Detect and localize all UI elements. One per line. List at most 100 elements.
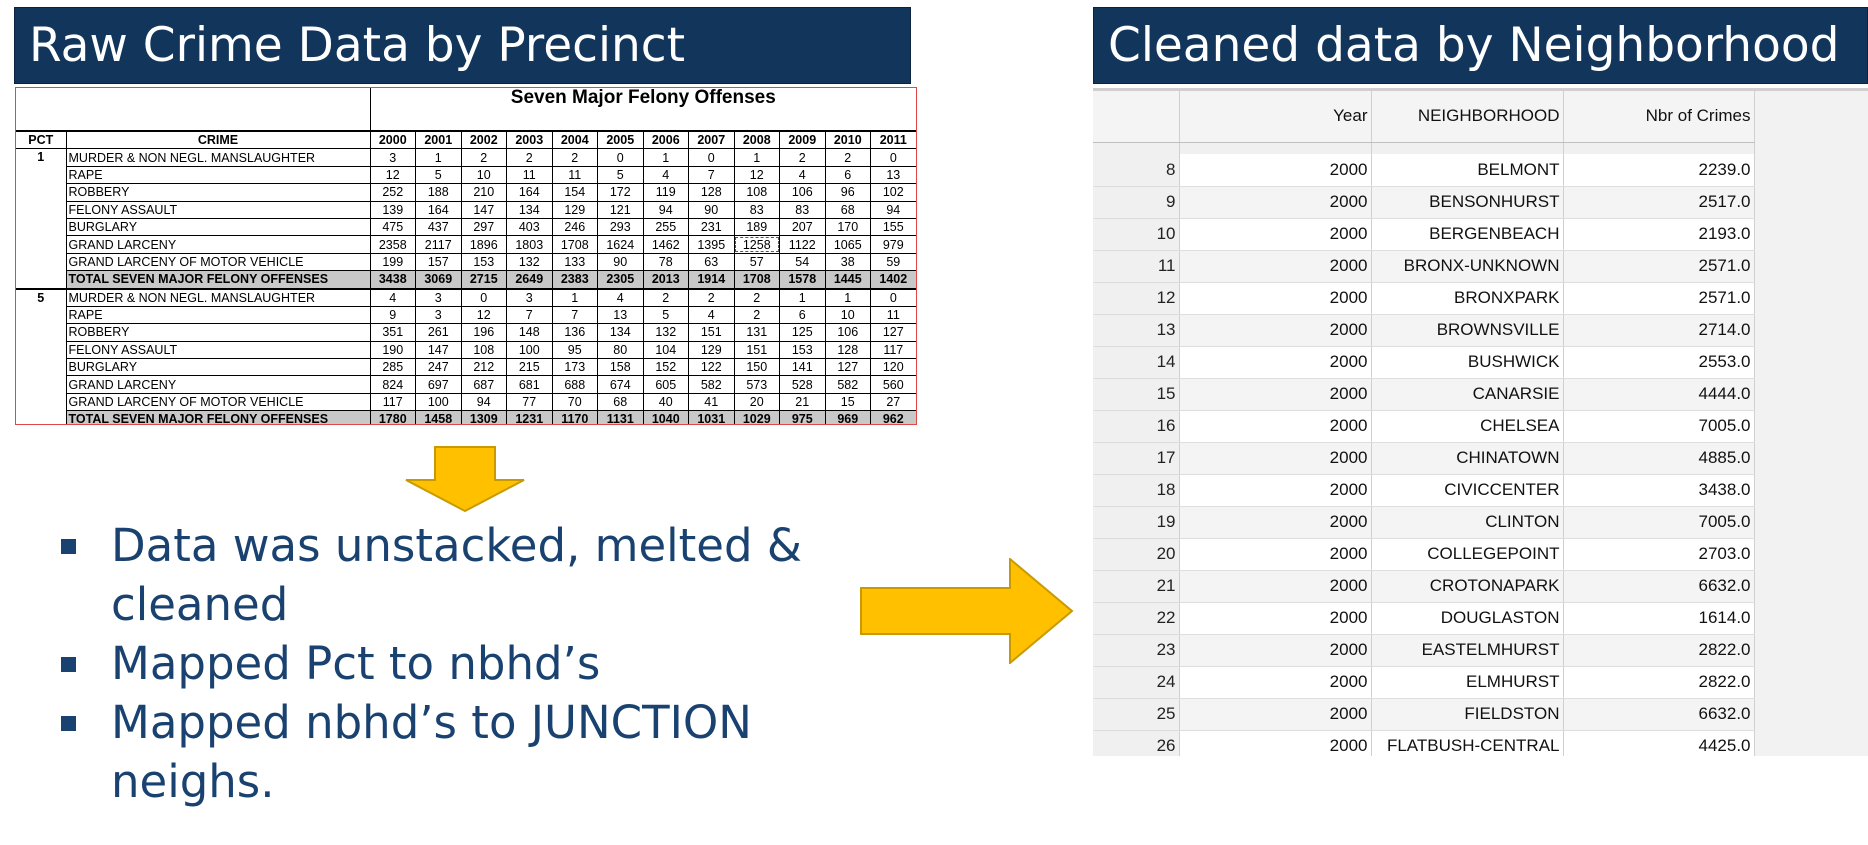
raw-title-row: Seven Major Felony Offenses bbox=[16, 88, 916, 131]
row-index-cell: 10 bbox=[1093, 218, 1180, 251]
right-title-banner: Cleaned data by Neighborhood bbox=[1093, 7, 1868, 84]
crime-count-cell: 141 bbox=[779, 358, 826, 377]
crime-count-cell: 2 bbox=[506, 148, 553, 167]
raw-data-row: BURGLARY 475 437 297 403 246 293 255 231 189 207 17… bbox=[16, 218, 916, 237]
crime-count-cell: 2 bbox=[825, 148, 871, 167]
crime-count-cell: 7005.0 bbox=[1563, 410, 1755, 443]
year-cell: 2000 bbox=[1179, 474, 1372, 507]
neighborhood-cell: BENSONHURST bbox=[1371, 186, 1564, 219]
year-cell: 2000 bbox=[1179, 410, 1372, 443]
raw-data-row: ROBBERY 351 261 196 148 136 134 132 151 131 125 106… bbox=[16, 323, 916, 342]
crime-count-cell: 11 bbox=[870, 306, 916, 325]
crime-count-cell: 1122 bbox=[779, 235, 826, 254]
crime-count-cell: 1614.0 bbox=[1563, 602, 1755, 635]
bullet-item: Mapped Pct to nbhd’s bbox=[55, 634, 845, 693]
neighborhood-cell: FIELDSTON bbox=[1371, 698, 1564, 731]
crime-count-cell: 134 bbox=[506, 201, 553, 219]
total-count-cell: 1170 bbox=[552, 410, 598, 424]
neighborhood-cell: BRONXPARK bbox=[1371, 282, 1564, 315]
cleaned-dataframe-image: Year NEIGHBORHOOD Nbr of Crimes 8 2000 BEL… bbox=[1093, 88, 1868, 756]
bullet-item: Data was unstacked, melted & cleaned bbox=[55, 516, 845, 634]
crime-count-cell: 12 bbox=[461, 306, 507, 325]
raw-crime-table: Seven Major Felony Offenses PCT CRIME 2000 2… bbox=[16, 88, 916, 424]
crime-count-cell: 68 bbox=[825, 201, 871, 219]
raw-header-cell: PCT bbox=[16, 130, 67, 150]
crime-name-cell: RAPE bbox=[66, 166, 371, 185]
neighborhood-cell: CANARSIE bbox=[1371, 378, 1564, 411]
neighborhood-cell: EASTELMHURST bbox=[1371, 634, 1564, 667]
crime-count-cell: 90 bbox=[597, 253, 644, 272]
crime-count-cell: 125 bbox=[779, 323, 826, 342]
total-count-cell: 1445 bbox=[825, 270, 871, 290]
bullet-list: Data was unstacked, melted & cleaned Map… bbox=[55, 516, 845, 811]
partial-cell bbox=[1563, 142, 1755, 154]
crime-count-cell: 0 bbox=[461, 288, 507, 307]
raw-data-row: GRAND LARCENY 824 697 687 681 688 674 605 582 573… bbox=[16, 375, 916, 394]
year-cell: 2000 bbox=[1179, 218, 1372, 251]
crime-count-cell: 2 bbox=[734, 288, 780, 307]
row-index-cell: 22 bbox=[1093, 602, 1180, 635]
partial-cell bbox=[1179, 142, 1372, 154]
raw-data-row: FELONY ASSAULT 190 147 108 100 95 80 104 129 151 1… bbox=[16, 341, 916, 360]
raw-header-cell: 2003 bbox=[506, 130, 553, 150]
crime-count-cell: 133 bbox=[552, 253, 598, 272]
crime-count-cell: 1708 bbox=[552, 235, 598, 254]
crime-count-cell: 2571.0 bbox=[1563, 282, 1755, 315]
crime-count-cell: 40 bbox=[643, 393, 689, 412]
raw-header-row: PCT CRIME 2000 2001 2002 2003 2004 2005 2006 2007… bbox=[16, 130, 916, 150]
crime-count-cell: 2358 bbox=[370, 235, 416, 254]
crime-count-cell: 54 bbox=[779, 253, 826, 272]
total-count-cell: 1780 bbox=[370, 410, 416, 424]
crime-count-cell: 403 bbox=[506, 218, 553, 237]
dataframe-row: 20 2000 COLLEGEPOINT 2703.0 bbox=[1093, 538, 1755, 571]
total-count-cell: 1402 bbox=[870, 270, 916, 290]
year-cell: 2000 bbox=[1179, 730, 1372, 756]
raw-header-cell: 2004 bbox=[552, 130, 598, 150]
crime-count-cell: 94 bbox=[643, 201, 689, 219]
crime-count-cell: 2 bbox=[643, 288, 689, 307]
raw-data-row: BURGLARY 285 247 212 215 173 158 152 122 150 141 12… bbox=[16, 358, 916, 377]
partial-row bbox=[1093, 142, 1755, 154]
crime-count-cell: 297 bbox=[461, 218, 507, 237]
left-title-banner: Raw Crime Data by Precinct bbox=[14, 7, 911, 84]
partial-cell bbox=[1371, 142, 1564, 154]
crime-count-cell: 152 bbox=[643, 358, 689, 377]
total-count-cell: 1708 bbox=[734, 270, 780, 290]
crime-count-cell: 255 bbox=[643, 218, 689, 237]
down-arrow-icon bbox=[405, 446, 525, 512]
crime-count-cell: 1065 bbox=[825, 235, 871, 254]
crime-count-cell: 131 bbox=[734, 323, 780, 342]
crime-count-cell: 2714.0 bbox=[1563, 314, 1755, 347]
neighborhood-cell: BELMONT bbox=[1371, 154, 1564, 187]
row-index-cell: 17 bbox=[1093, 442, 1180, 475]
crime-count-cell: 80 bbox=[597, 341, 644, 360]
crime-count-cell: 100 bbox=[415, 393, 462, 412]
crime-count-cell: 151 bbox=[734, 341, 780, 360]
raw-total-row: TOTAL SEVEN MAJOR FELONY OFFENSES 1780 145… bbox=[16, 410, 916, 424]
crime-count-cell: 12 bbox=[370, 166, 416, 185]
crime-count-cell: 90 bbox=[688, 201, 735, 219]
crime-count-cell: 0 bbox=[870, 288, 916, 307]
crime-count-cell: 150 bbox=[734, 358, 780, 377]
raw-data-row: 1 MURDER & NON NEGL. MANSLAUGHTER 3 1 2 2 2 0 1 0… bbox=[16, 148, 916, 290]
crime-count-cell: 674 bbox=[597, 375, 644, 394]
year-cell: 2000 bbox=[1179, 602, 1372, 635]
crime-count-cell: 117 bbox=[370, 393, 416, 412]
bullet-square-icon bbox=[61, 657, 76, 672]
neighborhood-cell: CHELSEA bbox=[1371, 410, 1564, 443]
crime-count-cell: 1803 bbox=[506, 235, 553, 254]
crime-count-cell: 1462 bbox=[643, 235, 689, 254]
crime-count-cell: 147 bbox=[415, 341, 462, 360]
crime-count-cell: 27 bbox=[870, 393, 916, 412]
crime-count-cell: 164 bbox=[506, 183, 553, 202]
crime-count-cell: 95 bbox=[552, 341, 598, 360]
total-label-cell: TOTAL SEVEN MAJOR FELONY OFFENSES bbox=[66, 270, 371, 290]
crime-count-cell: 3 bbox=[415, 288, 462, 307]
crime-count-cell: 154 bbox=[552, 183, 598, 202]
raw-header-cell: 2008 bbox=[734, 130, 780, 150]
crime-count-cell: 0 bbox=[597, 148, 644, 167]
crime-count-header: Nbr of Crimes bbox=[1563, 91, 1755, 143]
crime-count-cell: 157 bbox=[415, 253, 462, 272]
bullet-square-icon bbox=[61, 539, 76, 554]
crime-name-cell: ROBBERY bbox=[66, 323, 371, 342]
